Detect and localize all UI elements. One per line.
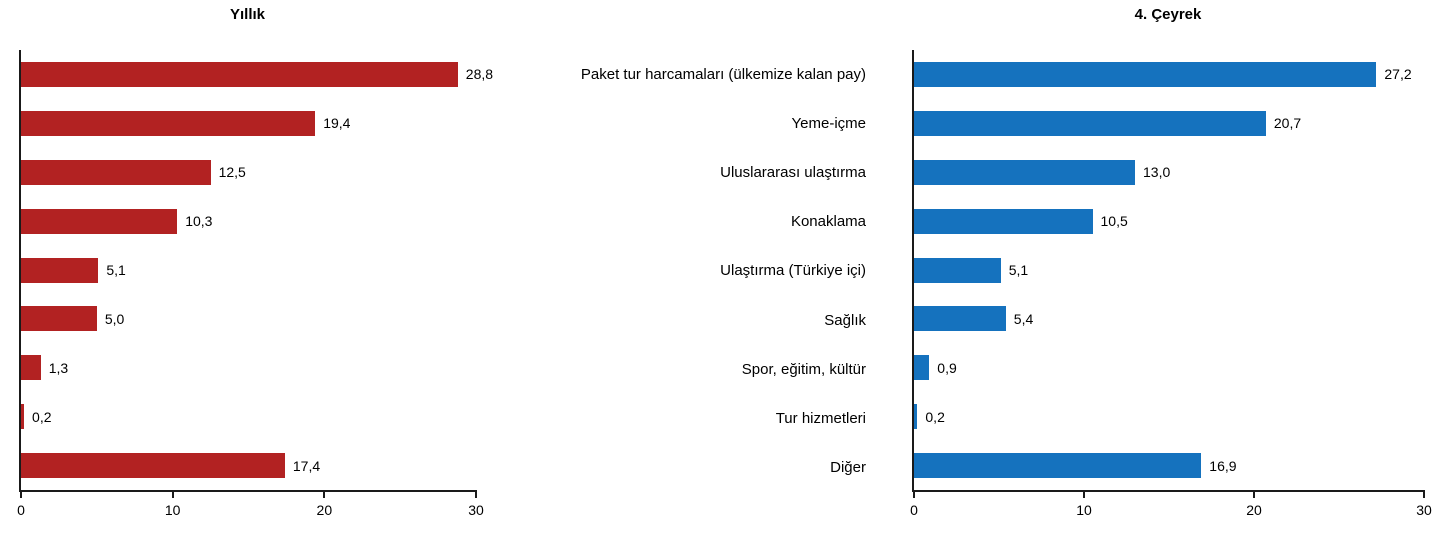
bar-row: 0,2: [21, 392, 476, 441]
x-axis-tick: [20, 490, 22, 498]
yillik-bar: [21, 159, 211, 185]
bar-row: 5,1: [914, 246, 1424, 295]
x-axis-tick-label: 20: [1246, 502, 1262, 518]
x-axis-tick-label: 10: [1076, 502, 1092, 518]
bar-row: 13,0: [914, 148, 1424, 197]
bar-value-label: 28,8: [465, 66, 494, 83]
x-axis-tick: [171, 490, 174, 498]
bar-row: 1,3: [21, 343, 476, 392]
bar-row: 16,9: [914, 441, 1424, 490]
ceyrek-bar: [914, 453, 1202, 479]
bar-value-label: 19,4: [323, 115, 351, 132]
right-chart-plot: 27,2 20,7 13,0 10,5 5,1 5,4 0,9 0,2: [910, 50, 1432, 517]
yillik-bar: [21, 257, 99, 283]
ceyrek-bar: [914, 208, 1093, 234]
bar-value-label: 5,0: [104, 310, 125, 327]
bar-value-label: 16,9: [1209, 457, 1237, 474]
yillik-bar: [21, 208, 178, 234]
x-axis-tick: [1253, 490, 1255, 498]
bar-value-label: 17,4: [292, 457, 321, 474]
bar-value-label: 13,0: [1143, 164, 1171, 181]
x-axis-tick: [323, 490, 326, 498]
bar-row: 17,4: [21, 441, 476, 490]
category-labels: Paket tur harcamaları (ülkemize kalan pa…: [480, 50, 866, 492]
bar-value-label: 27,2: [1384, 66, 1412, 83]
ceyrek-bar: [914, 404, 918, 430]
bar-value-label: 1,3: [48, 359, 69, 376]
left-chart-title: Yıllık: [229, 6, 266, 23]
ceyrek-bar: [914, 306, 1006, 332]
ceyrek-bar: [914, 110, 1266, 136]
ceyrek-bar: [914, 355, 930, 381]
bar-value-label: 5,1: [106, 262, 126, 278]
bar-row: 5,1: [21, 246, 476, 295]
yillik-bar: [21, 110, 316, 136]
x-axis-tick-label: 10: [164, 502, 181, 518]
left-chart-plot: 28,8 19,4 12,5 10,3 5,1 5,0 1,3 0,2: [17, 50, 493, 517]
x-axis-tick-label: 20: [316, 502, 333, 518]
yillik-bar: [21, 453, 285, 479]
bar-row: 0,9: [914, 343, 1424, 392]
bar-row: 5,4: [914, 294, 1424, 343]
right-chart-title: 4. Çeyrek: [1134, 6, 1202, 23]
ceyrek-bar: [914, 257, 1001, 283]
x-axis-tick-label: 0: [910, 502, 918, 518]
bar-value-label: 5,1: [1008, 262, 1029, 278]
bar-value-label: 0,2: [925, 408, 945, 425]
bar-row: 12,5: [21, 148, 476, 197]
category-label: Uluslararası ulaştırma: [720, 164, 866, 182]
x-axis-tick: [913, 490, 915, 498]
x-axis-tick-label: 0: [17, 502, 25, 518]
x-axis-tick-label: 30: [468, 502, 484, 518]
category-label: Diğer: [830, 458, 866, 476]
bar-value-label: 0,9: [937, 359, 957, 376]
ceyrek-bar: [914, 159, 1135, 185]
yillik-bar: [21, 355, 41, 381]
bar-value-label: 0,2: [32, 408, 52, 425]
bar-value-label: 5,4: [1013, 310, 1034, 327]
x-axis-tick: [1423, 490, 1425, 498]
x-axis-tick-label: 30: [1416, 502, 1432, 518]
yillik-bar: [21, 404, 25, 430]
bar-value-label: 12,5: [218, 164, 246, 181]
x-axis-tick: [1082, 490, 1085, 498]
bar-row: 19,4: [21, 99, 476, 148]
bar-row: 10,5: [914, 197, 1424, 246]
x-axis-tick: [475, 490, 477, 498]
category-label: Ulaştırma (Türkiye içi): [720, 262, 866, 280]
category-label: Tur hizmetleri: [775, 409, 866, 427]
bar-row: 27,2: [914, 50, 1424, 99]
yillik-bar: [21, 306, 97, 332]
bar-value-label: 20,7: [1273, 115, 1302, 132]
category-label: Spor, eğitim, kültür: [741, 360, 866, 378]
bar-row: 10,3: [21, 197, 476, 246]
bar-row: 20,7: [914, 99, 1424, 148]
ceyrek-bar: [914, 61, 1377, 87]
bar-row: 28,8: [21, 50, 493, 99]
category-label: Konaklama: [790, 213, 866, 231]
bar-value-label: 10,3: [185, 213, 213, 230]
bar-row: 5,0: [21, 294, 476, 343]
bar-value-label: 10,5: [1100, 213, 1128, 230]
category-label: Paket tur harcamaları (ülkemize kalan pa…: [580, 66, 866, 84]
category-label: Sağlık: [824, 311, 866, 329]
category-label: Yeme-içme: [791, 115, 866, 133]
bar-row: 0,2: [914, 392, 1424, 441]
yillik-bar: [21, 61, 458, 87]
